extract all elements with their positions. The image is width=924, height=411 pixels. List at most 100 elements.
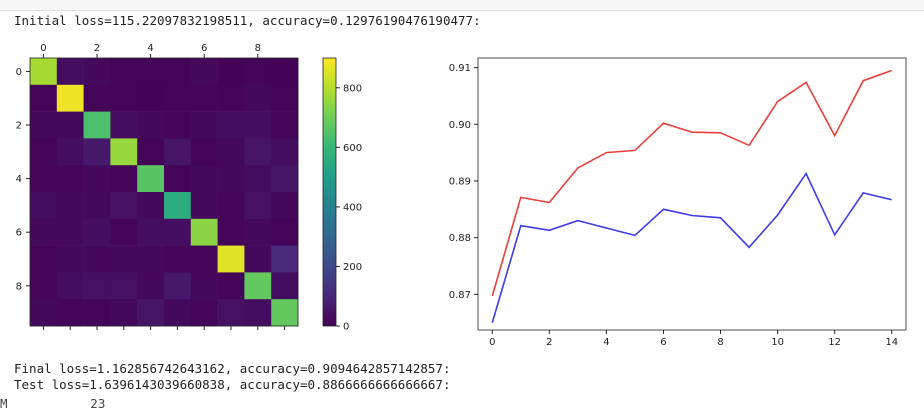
heatmap-cell	[137, 111, 165, 139]
heatmap-frame	[29, 57, 299, 327]
heatmap-cell	[30, 58, 58, 86]
colorbar-tick-label: 0	[343, 322, 349, 333]
heatmap-cell	[190, 272, 218, 300]
y-tick-label: 0.89	[449, 176, 471, 187]
heatmap-cell	[164, 84, 192, 112]
heatmap-cell	[110, 138, 138, 166]
heatmap-cell	[83, 218, 111, 246]
heatmap-cell	[190, 299, 218, 327]
heatmap-cell	[244, 111, 272, 139]
heatmap-cell	[164, 192, 192, 220]
heatmap-cell	[137, 192, 165, 220]
x-tick-label: 2	[546, 337, 552, 348]
heatmap-cell	[164, 218, 192, 246]
heatmap-cell	[30, 299, 58, 327]
colorbar	[322, 57, 337, 327]
heatmap-cell	[30, 192, 58, 220]
colorbar-tick-label: 400	[343, 202, 362, 213]
colorbar-tick-label: 800	[343, 83, 362, 94]
heatmap-cell	[244, 272, 272, 300]
heatmap-cell	[137, 165, 165, 193]
heatmap-x-tick-label: 8	[255, 43, 261, 54]
plot-frame	[477, 57, 907, 331]
colorbar-tick-label: 200	[343, 262, 362, 273]
y-tick-label: 0.88	[449, 233, 471, 244]
heatmap-cell	[190, 111, 218, 139]
heatmap-cell	[56, 272, 84, 300]
heatmap-cell	[137, 138, 165, 166]
x-tick-label: 8	[717, 337, 723, 348]
heatmap-cell	[110, 192, 138, 220]
heatmap-y-tick-label: 8	[16, 281, 22, 292]
x-tick-label: 14	[885, 337, 898, 348]
x-tick-label: 0	[489, 337, 495, 348]
heatmap-cell	[217, 111, 245, 139]
heatmap-cell	[217, 58, 245, 86]
heatmap-cell	[30, 218, 58, 246]
series-line-1	[491, 171, 892, 323]
heatmap-y-tick-label: 4	[16, 174, 22, 185]
heatmap-cell	[271, 165, 299, 193]
heatmap-cell	[271, 111, 299, 139]
heatmap-cell	[56, 192, 84, 220]
heatmap-cell	[244, 245, 272, 273]
heatmap-cell	[164, 111, 192, 139]
heatmap-cell	[110, 58, 138, 86]
heatmap-x-tick-label: 6	[201, 43, 207, 54]
heatmap-x-tick-label: 2	[94, 43, 100, 54]
heatmap-cell	[110, 218, 138, 246]
heatmap-cell	[83, 192, 111, 220]
heatmap-cell	[244, 84, 272, 112]
heatmap-cell	[190, 245, 218, 273]
heatmap-cell	[137, 272, 165, 300]
heatmap-y-tick-label: 0	[16, 67, 22, 78]
heatmap-cell	[190, 192, 218, 220]
heatmap-cell	[271, 138, 299, 166]
heatmap-cell	[30, 84, 58, 112]
heatmap-cell	[83, 138, 111, 166]
heatmap-cell	[137, 218, 165, 246]
heatmap-cell	[83, 58, 111, 86]
initial-metrics-text: Initial loss=115.22097832198511, accurac…	[14, 13, 481, 28]
heatmap-cell	[56, 58, 84, 86]
heatmap-cell	[217, 245, 245, 273]
heatmap-cell	[83, 245, 111, 273]
heatmap-cell	[56, 218, 84, 246]
x-tick-label: 10	[771, 337, 784, 348]
heatmap-cell	[244, 299, 272, 327]
heatmap-y-tick-label: 2	[16, 121, 22, 132]
final-metrics-text: Final loss=1.162856742643162, accuracy=0…	[14, 361, 451, 376]
heatmap-cell	[56, 138, 84, 166]
heatmap-cell	[217, 84, 245, 112]
y-tick-label: 0.90	[449, 120, 471, 131]
heatmap-cell	[83, 111, 111, 139]
x-tick-label: 6	[660, 337, 666, 348]
heatmap-cell	[271, 272, 299, 300]
heatmap-y-tick-label: 6	[16, 228, 22, 239]
heatmap-cell	[244, 138, 272, 166]
heatmap-cell	[217, 218, 245, 246]
y-tick-label: 0.91	[449, 63, 471, 74]
series-line-0	[491, 69, 892, 297]
heatmap-cell	[83, 299, 111, 327]
heatmap-cell	[164, 272, 192, 300]
heatmap-cell	[137, 58, 165, 86]
heatmap-x-tick-label: 4	[147, 43, 153, 54]
heatmap-cell	[56, 299, 84, 327]
heatmap-cell	[217, 165, 245, 193]
heatmap-x-tick-label: 0	[40, 43, 46, 54]
heatmap-cell	[56, 245, 84, 273]
cell-top-border	[0, 0, 924, 11]
heatmap-cell	[137, 299, 165, 327]
heatmap-cell	[244, 218, 272, 246]
heatmap-cell	[137, 245, 165, 273]
heatmap-cell	[164, 245, 192, 273]
heatmap-cell	[56, 84, 84, 112]
heatmap-cell	[271, 58, 299, 86]
heatmap-cell	[110, 111, 138, 139]
heatmap-cell	[244, 58, 272, 86]
heatmap-cell	[271, 84, 299, 112]
heatmap-cell	[83, 165, 111, 193]
heatmap-cell	[217, 272, 245, 300]
heatmap-cell	[110, 299, 138, 327]
